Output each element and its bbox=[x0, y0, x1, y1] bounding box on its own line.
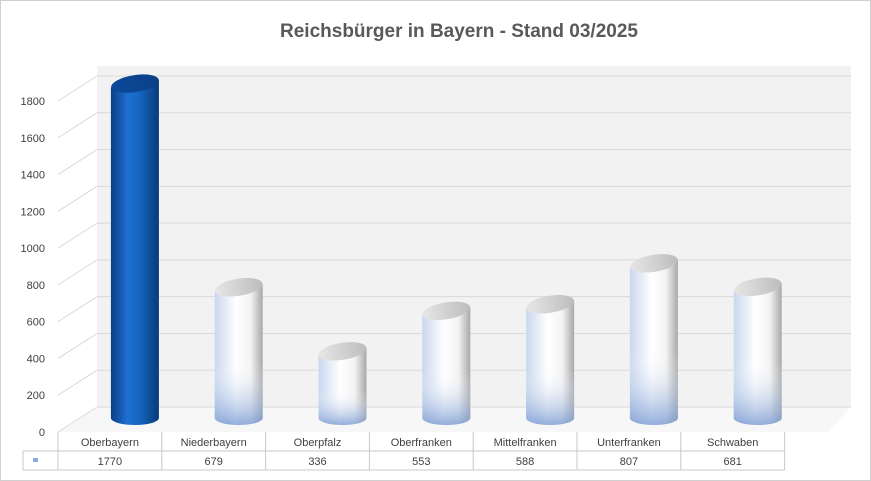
gridline-side bbox=[57, 149, 98, 175]
bar-shading bbox=[526, 300, 575, 425]
gridline-side bbox=[57, 296, 98, 323]
bar-top bbox=[422, 301, 471, 320]
chart-title: Reichsbürger in Bayern - Stand 03/2025 bbox=[280, 21, 638, 42]
category-label: Unterfranken bbox=[597, 437, 661, 449]
gridline-side bbox=[57, 406, 98, 433]
bar-top bbox=[111, 74, 159, 93]
bar bbox=[733, 277, 782, 425]
y-tick-label: 1200 bbox=[21, 206, 45, 218]
category-label: Niederbayern bbox=[181, 437, 247, 449]
bar bbox=[526, 295, 575, 425]
bar-shading bbox=[422, 306, 471, 425]
data-value-label: 336 bbox=[308, 456, 326, 468]
data-value-label: 681 bbox=[724, 456, 742, 468]
gridline-side bbox=[57, 369, 98, 396]
y-tick-label: 800 bbox=[27, 280, 45, 292]
bar bbox=[214, 278, 263, 425]
y-tick-label: 1000 bbox=[21, 243, 45, 255]
data-value-label: 553 bbox=[412, 456, 430, 468]
bar bbox=[629, 254, 678, 425]
category-label: Oberbayern bbox=[81, 437, 139, 449]
category-label: Schwaben bbox=[707, 437, 758, 449]
legend-key-icon bbox=[33, 458, 38, 462]
bar bbox=[318, 342, 367, 425]
bar-top bbox=[526, 295, 574, 314]
bar-top bbox=[214, 278, 263, 297]
y-tick-label: 200 bbox=[27, 390, 45, 402]
bar-top bbox=[318, 342, 367, 361]
y-tick-label: 0 bbox=[39, 427, 45, 439]
data-value-label: 807 bbox=[620, 456, 638, 468]
bar-shading bbox=[733, 282, 782, 425]
gridline-side bbox=[57, 259, 98, 286]
gridline-side bbox=[57, 185, 98, 212]
y-tick-label: 600 bbox=[27, 317, 45, 329]
data-value-label: 1770 bbox=[98, 456, 122, 468]
category-label: Oberfranken bbox=[391, 437, 452, 449]
gridline-side bbox=[57, 333, 98, 359]
bar-body bbox=[110, 79, 159, 425]
bar-shading bbox=[318, 347, 367, 425]
bar-shading bbox=[214, 283, 263, 425]
data-value-label: 588 bbox=[516, 456, 534, 468]
y-tick-label: 1800 bbox=[21, 96, 45, 108]
gridline-side bbox=[57, 112, 98, 139]
bar bbox=[110, 74, 159, 425]
y-axis-tick-labels: 0 200 400 600 800 1000 1200 1400 1600 1800 bbox=[21, 96, 45, 439]
category-label: Oberpfalz bbox=[294, 437, 342, 449]
bars bbox=[110, 74, 782, 425]
category-label: Mittelfranken bbox=[494, 437, 557, 449]
bar-top bbox=[630, 254, 678, 273]
gridline-side bbox=[57, 222, 98, 249]
bar-top bbox=[733, 277, 782, 297]
gridline-side bbox=[57, 75, 98, 102]
bar bbox=[422, 301, 471, 425]
y-tick-label: 1400 bbox=[21, 170, 45, 182]
data-value-label: 679 bbox=[205, 456, 223, 468]
bar-shading bbox=[629, 259, 678, 425]
data-table: Oberbayern 1770 Niederbayern 679 Oberpfalz 33… bbox=[22, 432, 786, 471]
y-tick-label: 1600 bbox=[21, 133, 45, 145]
y-tick-label: 400 bbox=[27, 353, 45, 365]
